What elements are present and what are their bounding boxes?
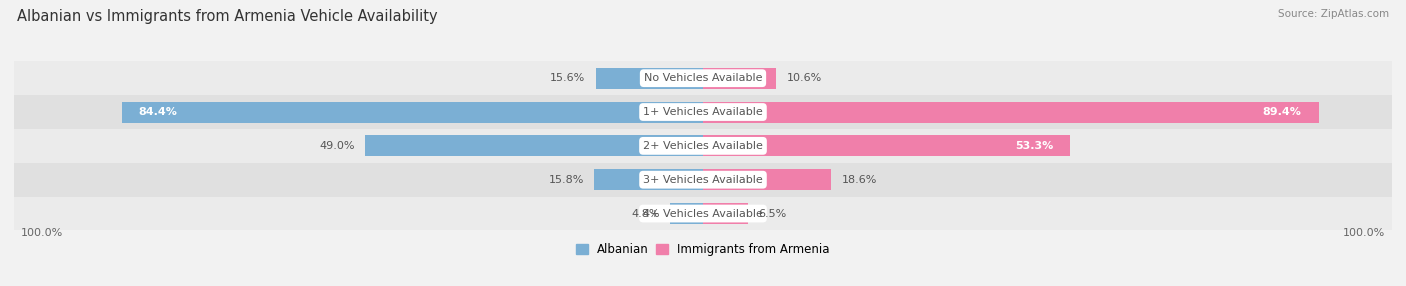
Text: 18.6%: 18.6%	[841, 175, 877, 185]
Bar	[703, 169, 831, 190]
Bar	[703, 102, 1319, 122]
Bar	[366, 135, 703, 156]
Text: 4+ Vehicles Available: 4+ Vehicles Available	[643, 208, 763, 219]
Legend: Albanian, Immigrants from Armenia: Albanian, Immigrants from Armenia	[571, 238, 835, 261]
Text: 1+ Vehicles Available: 1+ Vehicles Available	[643, 107, 763, 117]
Text: 4.8%: 4.8%	[631, 208, 659, 219]
Bar	[669, 203, 703, 224]
Text: 10.6%: 10.6%	[786, 73, 821, 83]
Bar	[14, 129, 1392, 163]
Text: 49.0%: 49.0%	[319, 141, 356, 151]
Text: 3+ Vehicles Available: 3+ Vehicles Available	[643, 175, 763, 185]
Bar	[595, 169, 703, 190]
Bar	[14, 95, 1392, 129]
Text: 89.4%: 89.4%	[1263, 107, 1302, 117]
Text: 6.5%: 6.5%	[758, 208, 786, 219]
Text: No Vehicles Available: No Vehicles Available	[644, 73, 762, 83]
Text: 2+ Vehicles Available: 2+ Vehicles Available	[643, 141, 763, 151]
Text: 100.0%: 100.0%	[1343, 228, 1385, 238]
Text: 84.4%: 84.4%	[139, 107, 177, 117]
Text: Albanian vs Immigrants from Armenia Vehicle Availability: Albanian vs Immigrants from Armenia Vehi…	[17, 9, 437, 23]
Text: 53.3%: 53.3%	[1015, 141, 1053, 151]
Bar	[121, 102, 703, 122]
Text: Source: ZipAtlas.com: Source: ZipAtlas.com	[1278, 9, 1389, 19]
Bar	[14, 61, 1392, 95]
Text: 15.6%: 15.6%	[550, 73, 585, 83]
Bar	[596, 68, 703, 89]
Bar	[14, 196, 1392, 231]
Bar	[703, 135, 1070, 156]
Text: 15.8%: 15.8%	[548, 175, 583, 185]
Text: 100.0%: 100.0%	[21, 228, 63, 238]
Bar	[703, 203, 748, 224]
Bar	[14, 163, 1392, 196]
Bar	[703, 68, 776, 89]
